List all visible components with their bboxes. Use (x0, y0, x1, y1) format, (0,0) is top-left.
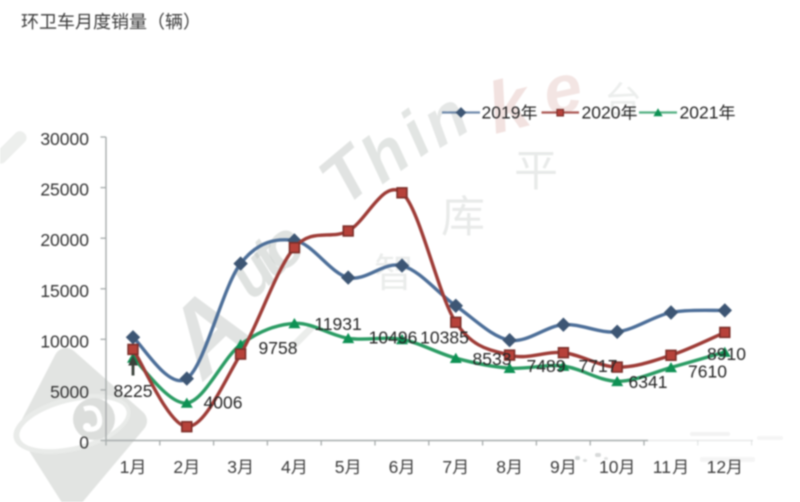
svg-text:9: 9 (550, 457, 560, 477)
svg-text:2: 2 (173, 457, 183, 477)
svg-text:15000: 15000 (40, 281, 89, 301)
svg-text:4006: 4006 (204, 393, 243, 413)
svg-text:10385: 10385 (420, 328, 469, 348)
svg-text:9758: 9758 (259, 338, 298, 358)
svg-text:8910: 8910 (707, 344, 746, 364)
svg-text:8225: 8225 (114, 381, 153, 401)
svg-text:6341: 6341 (629, 372, 668, 392)
svg-text:10000: 10000 (40, 331, 89, 351)
svg-text:1: 1 (120, 457, 130, 477)
svg-text:7489: 7489 (527, 356, 566, 376)
svg-text:10496: 10496 (369, 328, 418, 348)
svg-text:8: 8 (496, 457, 506, 477)
svg-text:4: 4 (281, 457, 291, 477)
svg-text:5000: 5000 (50, 382, 89, 402)
svg-text:7: 7 (442, 457, 452, 477)
svg-text:25000: 25000 (40, 180, 89, 200)
svg-text:6: 6 (389, 457, 399, 477)
svg-text:3: 3 (227, 457, 237, 477)
svg-text:2019: 2019 (482, 103, 521, 123)
svg-text:11931: 11931 (314, 314, 361, 334)
svg-text:0: 0 (79, 433, 89, 453)
svg-text:2021: 2021 (680, 103, 719, 123)
svg-text:8533: 8533 (473, 349, 512, 369)
svg-text:10: 10 (599, 457, 619, 477)
svg-text:11: 11 (653, 457, 671, 477)
svg-text:30000: 30000 (40, 129, 89, 149)
svg-text:5: 5 (335, 457, 345, 477)
svg-text:20000: 20000 (40, 230, 89, 250)
svg-text:12: 12 (707, 457, 726, 477)
svg-text:7717: 7717 (579, 356, 618, 376)
svg-text:2020: 2020 (582, 103, 621, 123)
svg-text:7610: 7610 (688, 362, 727, 382)
